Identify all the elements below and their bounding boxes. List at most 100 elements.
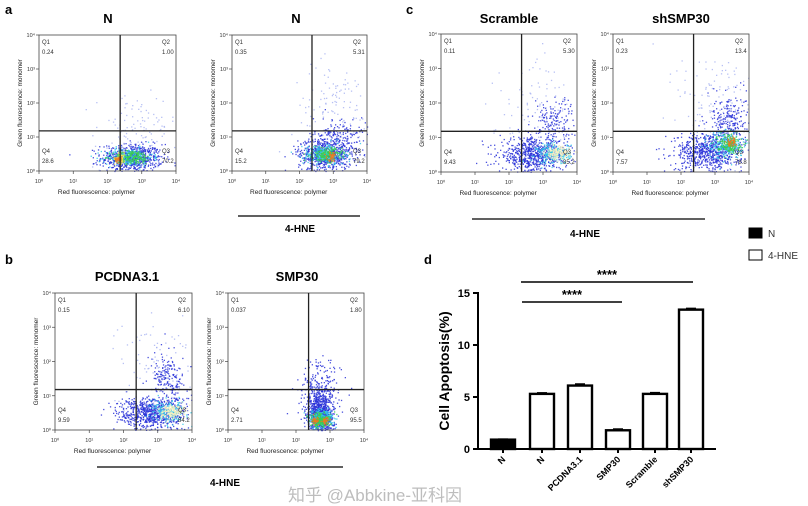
- event-dot: [167, 151, 169, 154]
- event-dot: [538, 151, 540, 153]
- event-dot: [122, 149, 124, 151]
- event-dot: [526, 140, 528, 142]
- event-dot: [554, 106, 556, 108]
- event-dot: [719, 155, 721, 157]
- event-dot: [536, 167, 538, 169]
- event-dot: [348, 88, 350, 90]
- event-dot: [329, 167, 331, 169]
- event-dot: [338, 146, 340, 149]
- event-dot: [554, 132, 556, 135]
- event-dot: [731, 102, 733, 104]
- event-dot: [326, 146, 328, 148]
- event-dot: [309, 162, 311, 164]
- event-dot: [310, 63, 312, 65]
- event-dot: [517, 148, 519, 150]
- event-dot: [714, 147, 716, 150]
- event-dot: [329, 153, 331, 155]
- event-dot: [737, 150, 739, 152]
- event-dot: [552, 143, 555, 145]
- event-dot: [530, 138, 532, 141]
- event-dot: [556, 155, 558, 158]
- event-dot: [134, 127, 136, 129]
- event-dot: [537, 144, 539, 146]
- event-dot: [546, 138, 548, 140]
- event-dot: [141, 164, 143, 166]
- event-dot: [307, 155, 310, 157]
- event-dot: [143, 153, 145, 155]
- event-dot: [530, 143, 532, 145]
- event-dot: [728, 87, 730, 90]
- event-dot: [334, 155, 336, 157]
- event-dot: [320, 57, 322, 60]
- event-dot: [687, 157, 689, 159]
- event-dot: [719, 131, 721, 133]
- event-dot: [670, 140, 673, 143]
- event-dot: [317, 143, 319, 146]
- event-dot: [156, 164, 159, 166]
- event-dot: [695, 146, 697, 148]
- event-dot: [141, 104, 143, 106]
- event-dot: [152, 164, 154, 166]
- event-dot: [690, 132, 692, 135]
- event-dot: [682, 157, 684, 159]
- event-dot: [571, 163, 573, 165]
- event-dot: [706, 159, 708, 161]
- event-dot: [341, 149, 343, 152]
- event-dot: [151, 169, 154, 171]
- event-dot: [335, 143, 337, 146]
- event-dot: [336, 91, 338, 94]
- event-dot: [551, 123, 553, 125]
- event-dot: [117, 151, 120, 153]
- event-dot: [688, 166, 690, 168]
- event-dot: [344, 153, 346, 156]
- event-dot: [562, 129, 564, 132]
- event-dot: [725, 69, 727, 71]
- event-dot: [508, 160, 510, 162]
- event-dot: [163, 157, 165, 159]
- event-dot: [695, 162, 697, 164]
- event-dot: [153, 124, 155, 126]
- event-dot: [528, 164, 531, 167]
- event-dot: [120, 144, 123, 147]
- event-dot: [736, 126, 739, 128]
- event-dot: [325, 156, 328, 158]
- event-dot: [710, 155, 712, 158]
- event-dot: [542, 104, 544, 106]
- event-dot: [708, 144, 711, 146]
- event-dot: [108, 147, 110, 149]
- event-dot: [695, 165, 697, 167]
- event-dot: [531, 146, 534, 148]
- event-dot: [701, 166, 703, 168]
- event-dot: [532, 145, 534, 147]
- event-dot: [558, 156, 561, 158]
- event-dot: [545, 159, 547, 161]
- event-dot: [730, 117, 732, 119]
- event-dot: [528, 147, 530, 150]
- event-dot: [552, 151, 555, 153]
- event-dot: [307, 156, 309, 158]
- event-dot: [131, 164, 133, 166]
- event-dot: [705, 155, 707, 157]
- event-dot: [546, 146, 548, 149]
- event-dot: [686, 143, 688, 145]
- event-dot: [515, 150, 518, 152]
- event-dot: [518, 160, 520, 162]
- event-dot: [684, 92, 686, 94]
- event-dot: [116, 156, 118, 158]
- event-dot: [730, 110, 732, 112]
- event-dot: [689, 150, 691, 152]
- event-dot: [705, 137, 707, 139]
- event-dot: [734, 170, 736, 172]
- event-dot: [134, 167, 136, 169]
- event-dot: [512, 162, 514, 164]
- event-dot: [495, 129, 497, 131]
- event-dot: [136, 165, 138, 167]
- event-dot: [147, 157, 149, 159]
- event-dot: [98, 161, 100, 163]
- event-dot: [527, 138, 529, 141]
- event-dot: [541, 116, 543, 119]
- event-dot: [109, 153, 112, 155]
- event-dot: [126, 155, 128, 157]
- event-dot: [725, 117, 727, 119]
- event-dot: [337, 132, 339, 134]
